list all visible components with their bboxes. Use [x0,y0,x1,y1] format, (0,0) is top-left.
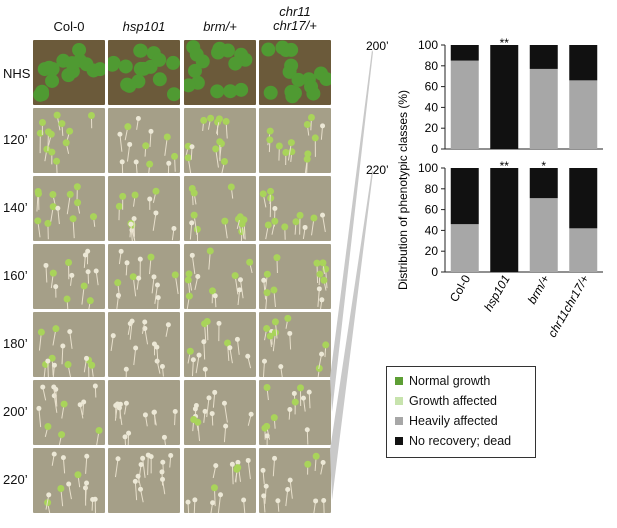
legend-label-normal-growth: Normal growth [409,374,491,388]
column-header-brm: brm/+ [203,19,237,34]
y-tick-label-1-3: 60 [425,203,439,217]
y-tick-label-1-2: 40 [425,223,439,237]
row-label-160: 160’ [3,268,28,283]
row-label-220: 220’ [3,472,28,487]
legend-item-growth-affected: Growth affected [395,394,497,408]
photo-col0-220 [33,448,105,513]
photo-chr11chr17-220 [259,448,331,513]
photo-hsp101-180 [108,312,180,377]
connector-wedge-200 [330,50,373,412]
photo-hsp101-200 [108,380,180,445]
zoom-connector [330,50,373,500]
photo-brm-160 [184,244,256,309]
panel-label-220: 220’ [366,163,389,177]
y-axis-label: Distribution of phenotypic classes (%) [396,90,410,290]
photo-chr11chr17-nhs [259,40,331,105]
legend-item-dead: No recovery; dead [395,434,511,448]
photo-hsp101-160 [108,244,180,309]
column-header-chr11: chr11 chr17/+ [259,5,331,33]
photo-hsp101-220 [108,448,180,513]
x-tick-label-brm: brm/+ [525,273,553,307]
row-label-140: 140’ [3,200,28,215]
legend: Normal growth Growth affected Heavily af… [386,366,536,458]
connector-wedge-220 [330,170,373,500]
y-tick-label-0-2: 40 [425,100,439,114]
y-tick-label-1-0: 0 [431,265,438,279]
photo-hsp101-120 [108,108,180,173]
photo-brm-120 [184,108,256,173]
x-tick-label-hsp101: hsp101 [481,273,513,314]
panel-label-200: 200’ [366,39,389,53]
bar-0-chr11chr17-heavily-affected [569,80,598,149]
photo-chr11chr17-200 [259,380,331,445]
legend-label-heavily-affected: Heavily affected [409,414,498,428]
photo-brm-220 [184,448,256,513]
photo-col0-180 [33,312,105,377]
photo-brm-nhs [184,40,256,105]
y-tick-label-0-1: 20 [425,121,439,135]
bar-0-brm-heavily-affected [529,68,558,149]
significance-1-brm: * [541,159,546,173]
bar-1-hsp101-no-recovery-dead [490,168,519,272]
row-label-nhs: NHS [3,66,31,81]
photo-chr11chr17-180 [259,312,331,377]
legend-swatch-growth-affected [395,397,403,405]
legend-swatch-heavily-affected [395,417,403,425]
photo-chr11chr17-140 [259,176,331,241]
photo-chr11chr17-120 [259,108,331,173]
row-label-200: 200’ [3,404,28,419]
bar-0-col-0-heavily-affected [450,60,479,149]
significance-0-hsp101: ** [500,36,510,50]
bar-0-brm-no-recovery-dead [529,45,558,69]
y-tick-label-0-0: 0 [431,142,438,156]
y-tick-label-1-1: 20 [425,244,439,258]
y-tick-label-0-3: 60 [425,80,439,94]
x-tick-labels: Col-0 hsp101 brm/+chr11chr17/+ [447,272,592,339]
stacked-bar-chart: 200’ 220’ Distribution of phenotypic cla… [366,36,603,340]
bar-0-hsp101-no-recovery-dead [490,45,519,149]
x-tick-label-chr11chr17: chr11chr17/+ [545,273,592,340]
photo-hsp101-nhs [108,40,180,105]
bar-0-chr11chr17-no-recovery-dead [569,45,598,81]
photo-brm-180 [184,312,256,377]
legend-label-growth-affected: Growth affected [409,394,498,408]
legend-item-heavily-affected: Heavily affected [395,414,498,428]
legend-swatch-normal-growth [395,377,403,385]
bar-1-chr11chr17-no-recovery-dead [569,168,598,229]
legend-item-normal-growth: Normal growth [395,374,490,388]
legend-swatch-dead [395,437,403,445]
y-tick-label-0-4: 80 [425,59,439,73]
column-header-chr11-text: chr11 chr17/+ [273,4,317,33]
y-tick-label-1-4: 80 [425,182,439,196]
chart-200: 0 20 40 60 80 100 ** [418,36,603,156]
row-label-180: 180’ [3,336,28,351]
legend-label-dead: No recovery; dead [409,434,512,448]
photo-col0-200 [33,380,105,445]
photo-brm-140 [184,176,256,241]
photo-col0-120 [33,108,105,173]
x-tick-label-col-0: Col-0 [447,272,474,304]
bar-1-brm-heavily-affected [529,198,558,272]
y-tick-label-0-5: 100 [418,38,438,52]
photo-col0-nhs [33,40,105,105]
photo-hsp101-140 [108,176,180,241]
bar-1-chr11chr17-heavily-affected [569,228,598,272]
column-header-col0: Col-0 [53,19,85,34]
photo-col0-160 [33,244,105,309]
bar-1-col-0-no-recovery-dead [450,168,479,225]
row-label-120: 120’ [3,132,28,147]
bar-1-brm-no-recovery-dead [529,168,558,199]
bar-1-col-0-heavily-affected [450,224,479,272]
column-header-hsp101: hsp101 [122,19,166,34]
y-tick-label-1-5: 100 [418,161,438,175]
photo-chr11chr17-160 [259,244,331,309]
bar-0-col-0-no-recovery-dead [450,45,479,61]
significance-1-hsp101: ** [500,159,510,173]
photo-brm-200 [184,380,256,445]
photo-col0-140 [33,176,105,241]
